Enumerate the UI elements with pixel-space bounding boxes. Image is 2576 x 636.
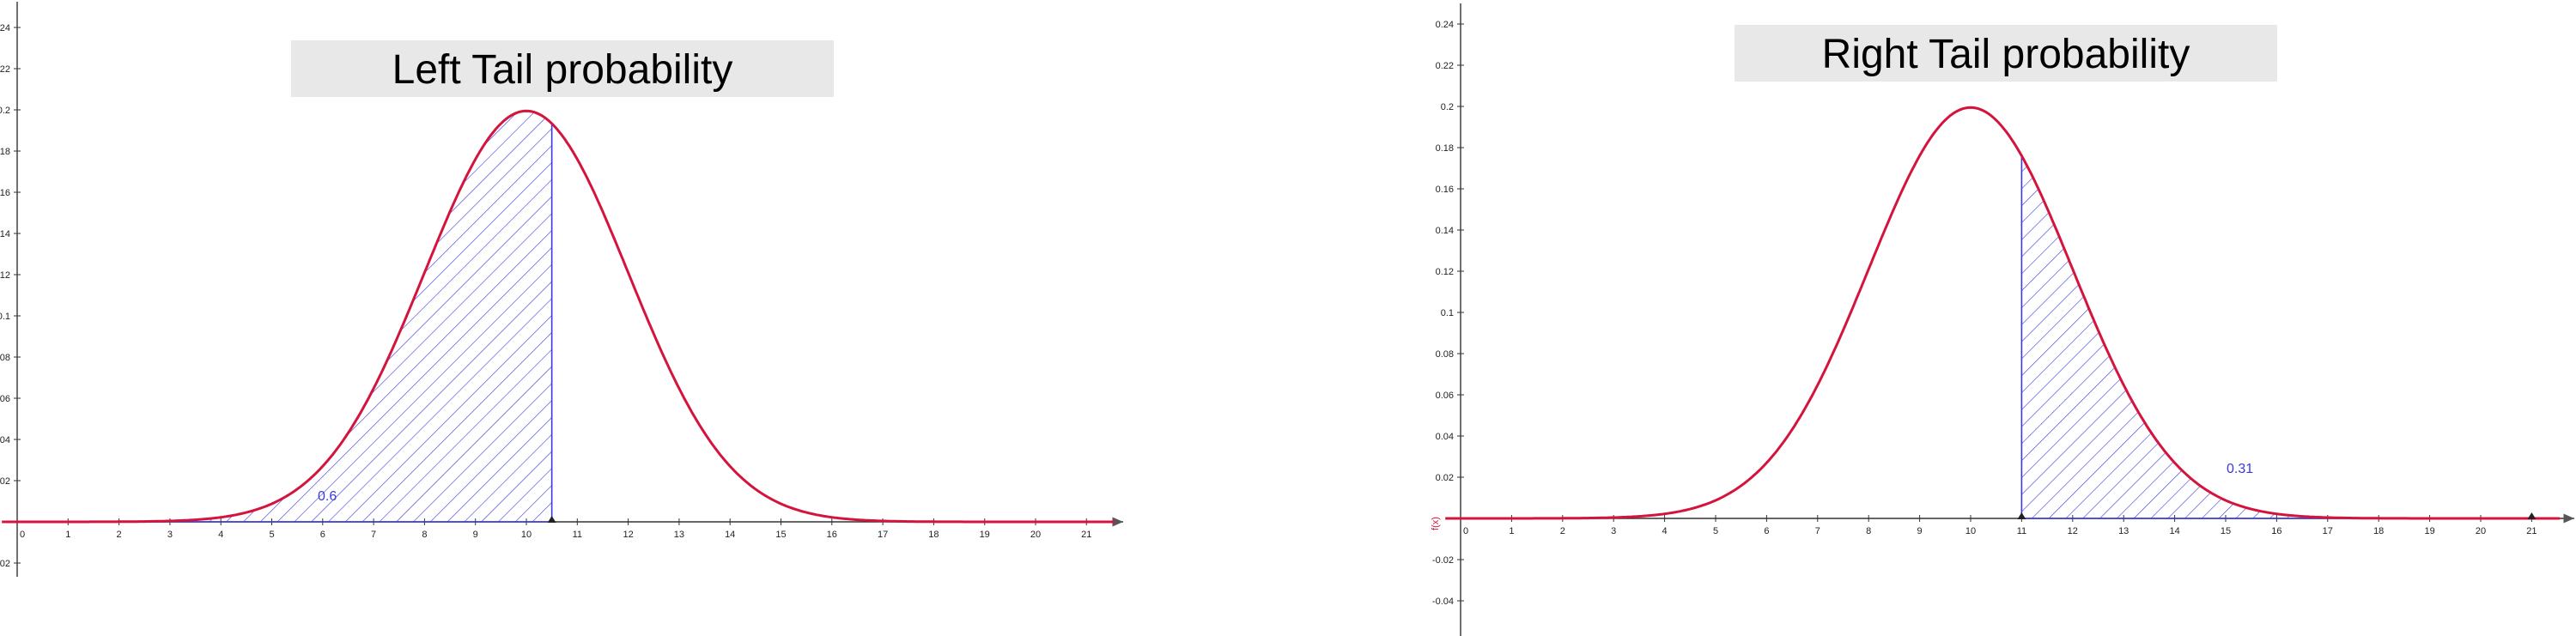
right-tail-chart: Right Tail probability 0.240.220.20.180.… — [1431, 3, 2574, 636]
x-tick-label: 3 — [1611, 526, 1616, 536]
y-tick-label: 0.14 — [0, 229, 10, 239]
x-tick-label: 3 — [167, 530, 173, 540]
area-value-label: 0.6 — [318, 489, 337, 504]
y-tick-label: 0.18 — [1436, 143, 1454, 154]
x-tick-label: 20 — [2476, 526, 2486, 536]
normal-curve — [1445, 107, 2560, 518]
x-tick-label: 5 — [1713, 526, 1718, 536]
normal-curve — [2, 111, 1115, 522]
x-tick-label: 0 — [20, 530, 25, 540]
y-tick-label: 0.14 — [1436, 226, 1454, 236]
y-tick-label: 0.08 — [0, 353, 10, 363]
x-tick-label: 17 — [878, 530, 888, 540]
x-tick-label: 20 — [1030, 530, 1041, 540]
x-tick-label: 8 — [422, 530, 427, 540]
x-tick-label: 4 — [1662, 526, 1668, 536]
y-tick-label: 0.02 — [1436, 473, 1454, 483]
x-tick-label: 19 — [2424, 526, 2434, 536]
x-tick-label: 16 — [827, 530, 837, 540]
y-tick-label: 0.04 — [0, 435, 10, 445]
shaded-area — [17, 111, 552, 522]
y-tick-label: 0.08 — [1436, 349, 1454, 360]
x-tick-label: 17 — [2323, 526, 2333, 536]
x-tick-label: 6 — [320, 530, 325, 540]
x-tick-label: 15 — [775, 530, 786, 540]
x-tick-label: 2 — [117, 530, 122, 540]
y-tick-label: -0.02 — [0, 559, 10, 569]
y-tick-label: 0.22 — [1436, 61, 1454, 71]
y-tick-label: 0.24 — [1436, 20, 1454, 30]
x-tick-label: 7 — [1815, 526, 1820, 536]
x-tick-label: 7 — [371, 530, 376, 540]
y-tick-label: -0.02 — [1432, 555, 1454, 566]
x-tick-label: 14 — [2169, 526, 2179, 536]
x-tick-label: 10 — [1965, 526, 1976, 536]
y-tick-label: 0.2 — [1441, 102, 1454, 112]
x-tick-label: 6 — [1764, 526, 1769, 536]
x-tick-label: 8 — [1866, 526, 1871, 536]
x-tick-label: 16 — [2271, 526, 2281, 536]
x-tick-label: 13 — [674, 530, 684, 540]
y-tick-label: -0.04 — [1432, 597, 1454, 607]
left-chart-title: Left Tail probability — [392, 47, 733, 93]
y-tick-label: 0.24 — [0, 23, 10, 33]
y-tick-label: 0.16 — [0, 188, 10, 198]
x-tick-label: 5 — [269, 530, 274, 540]
y-tick-label: 0.1 — [0, 312, 10, 322]
x-tick-label: 1 — [65, 530, 70, 540]
x-tick-label: 11 — [573, 530, 582, 540]
x-tick-label: 18 — [2373, 526, 2384, 536]
y-tick-label: 0.12 — [1436, 267, 1454, 277]
x-tick-label: 21 — [1081, 530, 1091, 540]
x-tick-label: 1 — [1509, 526, 1514, 536]
x-tick-label: 15 — [2221, 526, 2231, 536]
x-tick-label: 12 — [623, 530, 633, 540]
y-tick-label: 0.02 — [0, 476, 10, 487]
y-tick-label: 0.16 — [1436, 185, 1454, 195]
x-tick-label: 10 — [521, 530, 532, 540]
x-tick-label: 21 — [2526, 526, 2537, 536]
x-tick-label: 18 — [928, 530, 939, 540]
x-tick-label: 0 — [1463, 526, 1468, 536]
y-tick-label: 0.2 — [0, 106, 10, 116]
y-tick-label: 0.06 — [1436, 391, 1454, 401]
x-tick-label: 11 — [2017, 526, 2026, 536]
y-tick-label: 0.12 — [0, 270, 10, 281]
y-tick-label: 0.18 — [0, 147, 10, 157]
left-tail-chart: Left Tail probability 0.240.220.20.180.1… — [0, 2, 1123, 577]
y-tick-label: 0.22 — [0, 64, 10, 75]
x-tick-label: 12 — [2068, 526, 2078, 536]
function-label: f(x) — [1431, 517, 1441, 530]
x-tick-label: 9 — [1917, 526, 1923, 536]
x-tick-label: 2 — [1560, 526, 1565, 536]
x-tick-label: 19 — [980, 530, 990, 540]
right-chart-title: Right Tail probability — [1822, 32, 2190, 77]
area-value-label: 0.31 — [2227, 462, 2253, 476]
end-point[interactable] — [2527, 512, 2536, 519]
y-tick-label: 0.1 — [1441, 308, 1454, 318]
x-tick-label: 14 — [725, 530, 735, 540]
y-tick-label: 0.06 — [0, 394, 10, 404]
y-tick-label: 0.04 — [1436, 432, 1454, 442]
x-tick-label: 13 — [2118, 526, 2129, 536]
x-tick-label: 9 — [473, 530, 478, 540]
x-tick-label: 4 — [218, 530, 223, 540]
